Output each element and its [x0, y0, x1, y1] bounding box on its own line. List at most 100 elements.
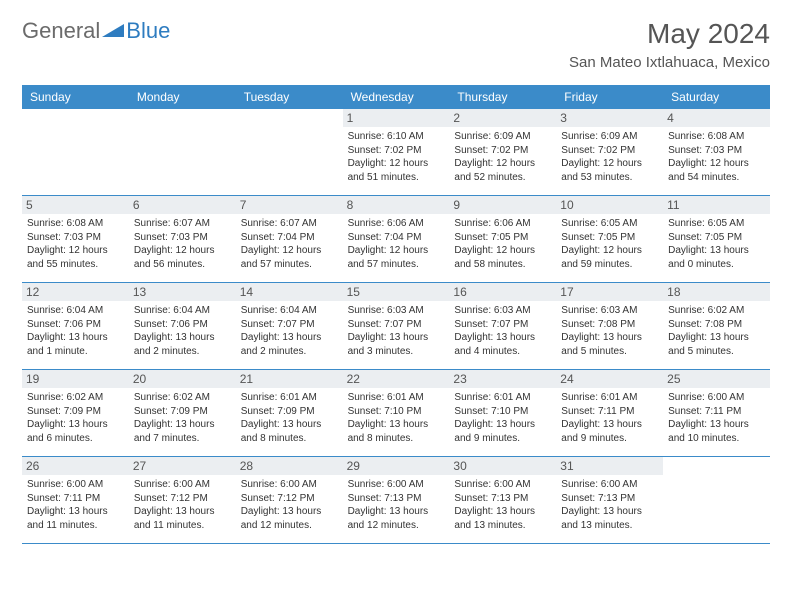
sunset-text: Sunset: 7:12 PM [134, 492, 231, 506]
day-number: 11 [663, 196, 770, 214]
day-number: 9 [449, 196, 556, 214]
day-cell: 16 Sunrise: 6:03 AMSunset: 7:07 PMDayligh… [449, 283, 556, 369]
sunset-text: Sunset: 7:07 PM [348, 318, 445, 332]
day-details: Sunrise: 6:05 AMSunset: 7:05 PMDaylight:… [561, 217, 658, 271]
daylight-text: Daylight: 13 hours and 11 minutes. [27, 505, 124, 532]
day-cell: 19Sunrise: 6:02 AMSunset: 7:09 PMDayligh… [22, 370, 129, 456]
daylight-text: Daylight: 12 hours and 59 minutes. [561, 244, 658, 271]
day-number: 30 [449, 457, 556, 475]
weekday-header: Wednesday [343, 85, 450, 109]
sunset-text: Sunset: 7:05 PM [454, 231, 551, 245]
day-number: 12 [22, 283, 129, 301]
sunrise-text: Sunrise: 6:06 AM [348, 217, 445, 231]
day-number: 8 [343, 196, 450, 214]
day-details: Sunrise: 6:01 AMSunset: 7:10 PMDaylight:… [348, 391, 445, 445]
weekday-header: Monday [129, 85, 236, 109]
day-details: Sunrise: 6:01 AMSunset: 7:09 PMDaylight:… [241, 391, 338, 445]
day-number: 23 [449, 370, 556, 388]
daylight-text: Daylight: 12 hours and 51 minutes. [348, 157, 445, 184]
sunrise-text: Sunrise: 6:04 AM [27, 304, 124, 318]
day-number: 24 [556, 370, 663, 388]
day-details: Sunrise: 6:02 AMSunset: 7:09 PMDaylight:… [134, 391, 231, 445]
day-number: 18 [663, 283, 770, 301]
calendar-page: General Blue May 2024 San Mateo Ixtlahua… [0, 0, 792, 562]
location-label: San Mateo Ixtlahuaca, Mexico [569, 54, 770, 71]
sunset-text: Sunset: 7:03 PM [134, 231, 231, 245]
week-row: 26Sunrise: 6:00 AMSunset: 7:11 PMDayligh… [22, 457, 770, 544]
day-cell: 17Sunrise: 6:03 AMSunset: 7:08 PMDayligh… [556, 283, 663, 369]
day-number: 25 [663, 370, 770, 388]
day-cell: 21 Sunrise: 6:01 AMSunset: 7:09 PMDayligh… [236, 370, 343, 456]
day-details: Sunrise: 6:09 AMSunset: 7:02 PMDaylight:… [561, 130, 658, 184]
sunset-text: Sunset: 7:03 PM [27, 231, 124, 245]
weekday-header: Tuesday [236, 85, 343, 109]
sunset-text: Sunset: 7:07 PM [241, 318, 338, 332]
week-row: 12 Sunrise: 6:04 AMSunset: 7:06 PMDayligh… [22, 283, 770, 370]
week-row: 19Sunrise: 6:02 AMSunset: 7:09 PMDayligh… [22, 370, 770, 457]
day-cell: 26Sunrise: 6:00 AMSunset: 7:11 PMDayligh… [22, 457, 129, 543]
daylight-text: Daylight: 13 hours and 7 minutes. [134, 418, 231, 445]
sunset-text: Sunset: 7:05 PM [561, 231, 658, 245]
day-details: Sunrise: 6:08 AMSunset: 7:03 PMDaylight:… [668, 130, 765, 184]
daylight-text: Daylight: 13 hours and 10 minutes. [668, 418, 765, 445]
sunrise-text: Sunrise: 6:00 AM [241, 478, 338, 492]
weekday-header: Thursday [449, 85, 556, 109]
day-number: 4 [663, 109, 770, 127]
daylight-text: Daylight: 13 hours and 5 minutes. [668, 331, 765, 358]
sunset-text: Sunset: 7:09 PM [134, 405, 231, 419]
day-details: Sunrise: 6:04 AMSunset: 7:06 PMDaylight:… [27, 304, 124, 358]
daylight-text: Daylight: 12 hours and 55 minutes. [27, 244, 124, 271]
day-number: 6 [129, 196, 236, 214]
weekday-header-row: Sunday Monday Tuesday Wednesday Thursday… [22, 85, 770, 109]
day-details: Sunrise: 6:01 AMSunset: 7:10 PMDaylight:… [454, 391, 551, 445]
day-number: 21 [236, 370, 343, 388]
day-number: 14 [236, 283, 343, 301]
sunrise-text: Sunrise: 6:03 AM [454, 304, 551, 318]
sunset-text: Sunset: 7:09 PM [27, 405, 124, 419]
day-details: Sunrise: 6:03 AMSunset: 7:08 PMDaylight:… [561, 304, 658, 358]
day-number: 5 [22, 196, 129, 214]
sunrise-text: Sunrise: 6:02 AM [134, 391, 231, 405]
day-details: Sunrise: 6:08 AMSunset: 7:03 PMDaylight:… [27, 217, 124, 271]
day-cell: 15Sunrise: 6:03 AMSunset: 7:07 PMDayligh… [343, 283, 450, 369]
day-cell: 14 Sunrise: 6:04 AMSunset: 7:07 PMDayligh… [236, 283, 343, 369]
day-cell [129, 109, 236, 195]
sunrise-text: Sunrise: 6:02 AM [27, 391, 124, 405]
weeks-container: 1Sunrise: 6:10 AMSunset: 7:02 PMDaylight… [22, 109, 770, 544]
day-details: Sunrise: 6:00 AMSunset: 7:12 PMDaylight:… [134, 478, 231, 532]
sunset-text: Sunset: 7:13 PM [454, 492, 551, 506]
daylight-text: Daylight: 12 hours and 57 minutes. [348, 244, 445, 271]
daylight-text: Daylight: 13 hours and 12 minutes. [348, 505, 445, 532]
day-details: Sunrise: 6:03 AMSunset: 7:07 PMDaylight:… [454, 304, 551, 358]
sunset-text: Sunset: 7:04 PM [348, 231, 445, 245]
daylight-text: Daylight: 13 hours and 9 minutes. [561, 418, 658, 445]
sunrise-text: Sunrise: 6:01 AM [241, 391, 338, 405]
day-cell: 18 Sunrise: 6:02 AMSunset: 7:08 PMDayligh… [663, 283, 770, 369]
daylight-text: Daylight: 13 hours and 8 minutes. [241, 418, 338, 445]
day-number: 3 [556, 109, 663, 127]
sunrise-text: Sunrise: 6:03 AM [561, 304, 658, 318]
daylight-text: Daylight: 13 hours and 0 minutes. [668, 244, 765, 271]
day-number: 16 [449, 283, 556, 301]
day-cell: 22Sunrise: 6:01 AMSunset: 7:10 PMDayligh… [343, 370, 450, 456]
logo-triangle-icon [102, 21, 124, 42]
daylight-text: Daylight: 12 hours and 57 minutes. [241, 244, 338, 271]
day-details: Sunrise: 6:02 AMSunset: 7:08 PMDaylight:… [668, 304, 765, 358]
sunrise-text: Sunrise: 6:02 AM [668, 304, 765, 318]
day-cell: 25Sunrise: 6:00 AMSunset: 7:11 PMDayligh… [663, 370, 770, 456]
day-number: 28 [236, 457, 343, 475]
day-details: Sunrise: 6:07 AMSunset: 7:03 PMDaylight:… [134, 217, 231, 271]
calendar-grid: Sunday Monday Tuesday Wednesday Thursday… [22, 85, 770, 544]
day-cell: 12 Sunrise: 6:04 AMSunset: 7:06 PMDayligh… [22, 283, 129, 369]
day-details: Sunrise: 6:04 AMSunset: 7:07 PMDaylight:… [241, 304, 338, 358]
daylight-text: Daylight: 13 hours and 2 minutes. [134, 331, 231, 358]
day-details: Sunrise: 6:03 AMSunset: 7:07 PMDaylight:… [348, 304, 445, 358]
day-cell: 23 Sunrise: 6:01 AMSunset: 7:10 PMDayligh… [449, 370, 556, 456]
logo-text-part1: General [22, 18, 100, 44]
title-block: May 2024 San Mateo Ixtlahuaca, Mexico [569, 18, 770, 71]
weekday-header: Friday [556, 85, 663, 109]
day-cell [236, 109, 343, 195]
day-cell: 29Sunrise: 6:00 AMSunset: 7:13 PMDayligh… [343, 457, 450, 543]
day-cell: 10Sunrise: 6:05 AMSunset: 7:05 PMDayligh… [556, 196, 663, 282]
day-cell: 24Sunrise: 6:01 AMSunset: 7:11 PMDayligh… [556, 370, 663, 456]
